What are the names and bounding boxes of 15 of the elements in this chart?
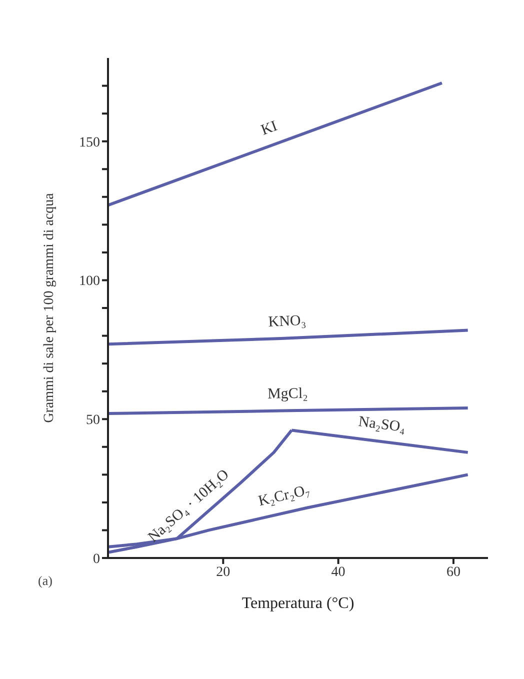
x-axis-title: Temperatura (°C): [242, 595, 354, 612]
text: Na₂SO₄: [357, 414, 406, 436]
x-tick-label: 40: [331, 564, 346, 580]
y-axis-title: Grammi di sale per 100 grammi di acqua: [42, 192, 57, 423]
y-tick-label: 50: [86, 413, 100, 428]
x-tick-label: 20: [216, 564, 230, 580]
series-label: MgCl₂: [267, 386, 308, 402]
series-label: KNO₃: [268, 312, 306, 331]
text: KI: [259, 118, 280, 139]
text: (a): [38, 573, 52, 589]
x-tick-label: 60: [446, 564, 460, 580]
y-tick-label: 0: [93, 552, 100, 567]
text: K₂Cr₂O₇: [256, 482, 312, 510]
y-tick-label: 150: [79, 135, 100, 150]
y-tick-label: 100: [79, 274, 100, 290]
